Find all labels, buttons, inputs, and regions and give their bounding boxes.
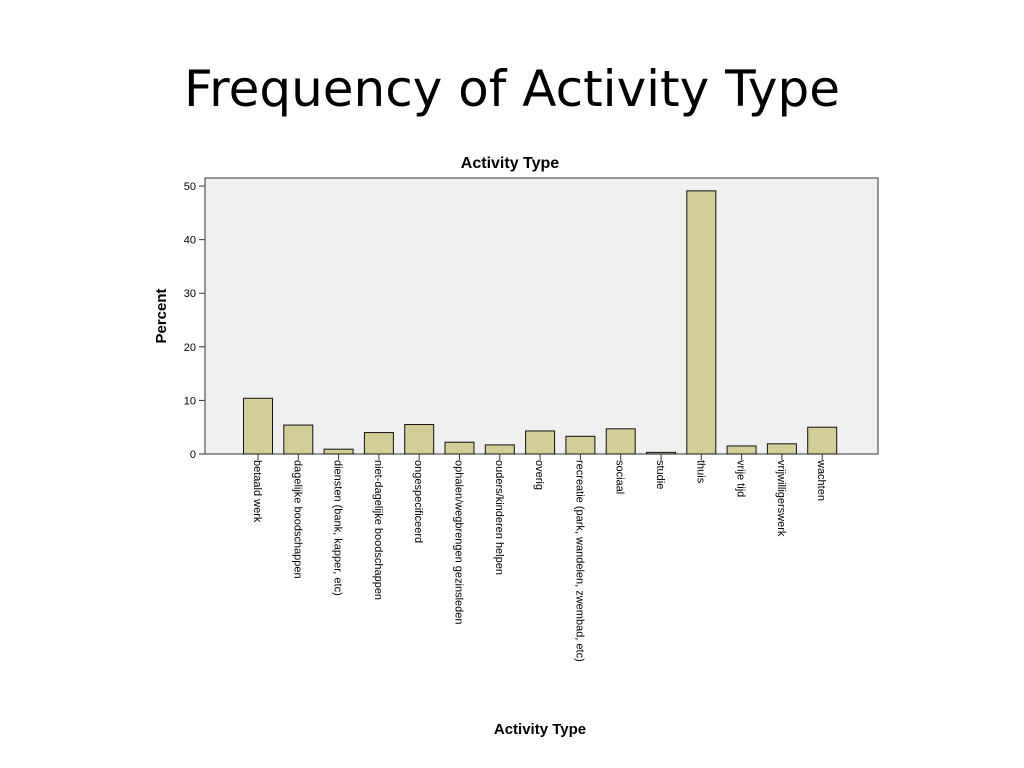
y-tick-label: 0 bbox=[190, 449, 196, 461]
y-axis: 0 10 20 30 40 50 bbox=[184, 181, 205, 461]
bar bbox=[243, 397, 273, 455]
x-tick-label: betaald werk bbox=[251, 460, 263, 523]
x-tick-label: thuis bbox=[694, 460, 706, 484]
bar bbox=[323, 448, 354, 455]
bar bbox=[404, 424, 435, 455]
bar bbox=[525, 430, 556, 455]
y-tick-label: 10 bbox=[184, 395, 196, 407]
x-tick-label: overig bbox=[533, 460, 545, 490]
x-tick-label: vrijwilligerswerk bbox=[775, 460, 787, 537]
x-tick-label: recreatie (park, wandelen, zwembad, etc) bbox=[573, 460, 585, 662]
y-axis-label: Percent bbox=[153, 288, 170, 343]
y-tick-label: 30 bbox=[184, 288, 196, 300]
bar bbox=[807, 426, 838, 455]
x-tick-label: vrije tijd bbox=[735, 460, 747, 497]
x-tick-label: diensten (bank, kapper, etc) bbox=[332, 460, 344, 596]
bar bbox=[444, 441, 475, 455]
bar bbox=[646, 451, 676, 455]
bar bbox=[565, 435, 596, 455]
bar bbox=[686, 190, 717, 455]
x-tick-label: niet-dagelijke boodschappen bbox=[372, 460, 384, 600]
x-tick-label: ouders/kinderen helpen bbox=[493, 460, 505, 575]
x-tick-label: ongespecificeerd bbox=[412, 460, 424, 543]
y-tick-label: 50 bbox=[184, 181, 196, 193]
x-axis-label: Activity Type bbox=[494, 721, 586, 738]
bars-group bbox=[243, 190, 838, 455]
x-tick-label: ophalen/wegbrengen gezinsleden bbox=[453, 460, 465, 625]
x-axis: betaald werk dagelijke boodschappen dienst… bbox=[251, 454, 827, 662]
slide-title: Frequency of Activity Type bbox=[183, 60, 840, 118]
y-tick-label: 40 bbox=[184, 235, 196, 247]
bar bbox=[484, 444, 515, 455]
y-tick-label: 20 bbox=[184, 342, 196, 354]
bar bbox=[605, 428, 636, 455]
bar bbox=[283, 424, 314, 455]
bar bbox=[363, 432, 394, 455]
x-tick-label: wachten bbox=[815, 459, 827, 501]
chart-title: Activity Type bbox=[461, 155, 560, 172]
plot-area bbox=[204, 177, 879, 455]
x-tick-label: studie bbox=[654, 460, 666, 489]
bar bbox=[726, 445, 757, 455]
bar bbox=[766, 443, 797, 455]
x-tick-label: dagelijke boodschappen bbox=[291, 460, 303, 579]
x-tick-label: sociaal bbox=[614, 460, 626, 494]
